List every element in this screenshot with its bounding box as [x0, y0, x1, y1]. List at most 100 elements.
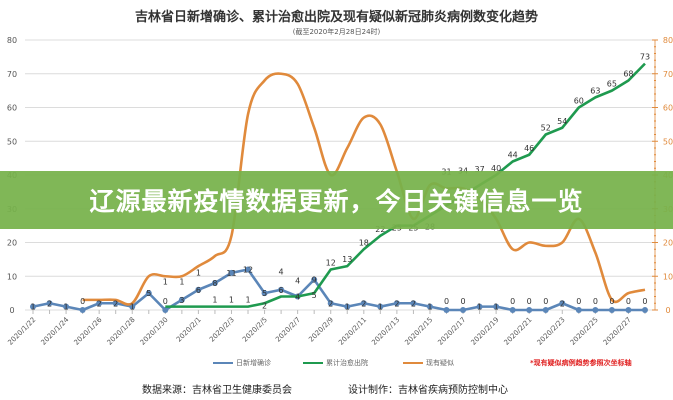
data-label: 60	[574, 97, 584, 106]
data-point	[96, 300, 103, 307]
data-point	[641, 307, 648, 313]
x-tick-label: 2020/1/24	[39, 315, 70, 346]
data-point	[344, 303, 351, 310]
data-label: 1	[229, 296, 234, 305]
legend: 日新增确诊 累计治愈出院 现有疑似	[0, 358, 673, 370]
legend-swatch	[213, 362, 233, 364]
y-left-tick-label: 70	[7, 70, 17, 79]
data-label: 0	[163, 297, 168, 306]
y-left-tick-label: 0	[9, 306, 14, 315]
data-point	[410, 300, 417, 307]
y-left-tick-label: 20	[7, 239, 17, 248]
y-right-tick-label: 80	[663, 36, 673, 45]
data-point	[559, 300, 566, 307]
y-right-tick-label: 60	[663, 104, 673, 113]
data-point	[509, 307, 516, 313]
data-label: 2	[97, 299, 102, 308]
x-tick-label: 2020/2/17	[436, 316, 467, 347]
legend-item-recovered: 累计治愈出院	[303, 358, 368, 368]
data-label: 5	[146, 289, 151, 298]
legend-label: 累计治愈出院	[326, 359, 368, 367]
designer-credit: 设计制作：吉林省疾病预防控制中心	[348, 385, 508, 396]
data-label: 1	[30, 303, 35, 312]
data-point	[327, 300, 334, 307]
data-point	[278, 286, 285, 293]
x-tick-label: 2020/2/1	[175, 316, 203, 344]
data-label: 9	[312, 276, 317, 285]
data-label: 0	[444, 297, 449, 306]
y-left-tick-label: 50	[7, 137, 17, 146]
series-line-current-suspected	[82, 72, 646, 306]
data-label: 0	[593, 297, 598, 306]
data-label: 2	[394, 299, 399, 308]
data-label: 34	[458, 166, 468, 175]
data-label: 1	[179, 278, 184, 287]
x-tick-label: 2020/2/25	[569, 316, 600, 347]
legend-item-suspected: 现有疑似	[403, 358, 454, 368]
data-point	[63, 303, 70, 310]
data-label: 52	[541, 124, 551, 133]
data-label: 4	[279, 268, 284, 277]
x-tick-label: 2020/2/19	[469, 316, 500, 347]
data-point	[228, 269, 235, 276]
data-point	[542, 307, 549, 313]
y-right-tick-label: 0	[665, 306, 670, 315]
legend-label: 现有疑似	[426, 359, 454, 367]
x-tick-label: 2020/2/11	[337, 316, 368, 347]
y-right-tick-label: 70	[663, 70, 673, 79]
data-label: 2	[328, 299, 333, 308]
legend-label: 日新增确诊	[236, 359, 271, 367]
data-label: 44	[508, 151, 518, 160]
y-right-tick-label: 20	[663, 239, 673, 248]
data-label: 0	[609, 297, 614, 306]
data-label: 5	[262, 289, 267, 298]
data-point	[30, 303, 36, 310]
data-label: 1	[196, 269, 201, 278]
data-label: 0	[626, 297, 631, 306]
headline-banner: 辽源最新疫情数据更新，今日关键信息一览	[0, 171, 673, 229]
data-label: 2	[113, 299, 118, 308]
data-point	[426, 303, 433, 310]
data-label: 8	[212, 279, 217, 288]
data-label: 2	[411, 299, 416, 308]
data-label: 1	[130, 303, 135, 312]
data-label: 2	[361, 299, 366, 308]
x-tick-label: 2020/2/23	[536, 316, 567, 347]
data-point	[592, 307, 599, 313]
data-label: 6	[196, 286, 201, 295]
headline-text: 辽源最新疫情数据更新，今日关键信息一览	[89, 187, 584, 216]
data-label: 13	[342, 255, 352, 264]
data-label: 40	[491, 164, 501, 173]
data-label: 63	[590, 86, 600, 95]
data-label: 0	[642, 297, 647, 306]
data-point	[79, 307, 86, 313]
data-point	[46, 300, 53, 307]
data-label: 3	[179, 296, 184, 305]
data-point	[360, 300, 367, 307]
data-point	[178, 296, 185, 303]
data-label: 0	[543, 297, 548, 306]
x-tick-label: 2020/2/15	[403, 316, 434, 347]
data-label: 2	[560, 299, 565, 308]
data-label: 1	[427, 303, 432, 312]
data-point	[393, 300, 400, 307]
data-label: 4	[295, 293, 300, 302]
data-label: 0	[460, 297, 465, 306]
data-point	[112, 300, 119, 307]
data-point	[377, 303, 384, 310]
data-label: 37	[474, 165, 484, 174]
data-label: 18	[359, 238, 369, 247]
data-label: 1	[477, 303, 482, 312]
data-point	[261, 290, 268, 297]
data-label: 2	[262, 301, 267, 310]
data-label: 65	[607, 80, 617, 89]
x-tick-label: 2020/1/26	[73, 315, 104, 346]
data-label: 5	[312, 291, 317, 300]
data-label: 54	[557, 117, 567, 126]
data-point	[145, 290, 152, 297]
y-right-tick-label: 50	[663, 137, 673, 146]
data-label: 1	[163, 278, 168, 287]
x-tick-label: 2020/2/27	[602, 316, 633, 347]
data-label: 46	[524, 144, 534, 153]
y-right-tick-label: 10	[663, 272, 673, 281]
